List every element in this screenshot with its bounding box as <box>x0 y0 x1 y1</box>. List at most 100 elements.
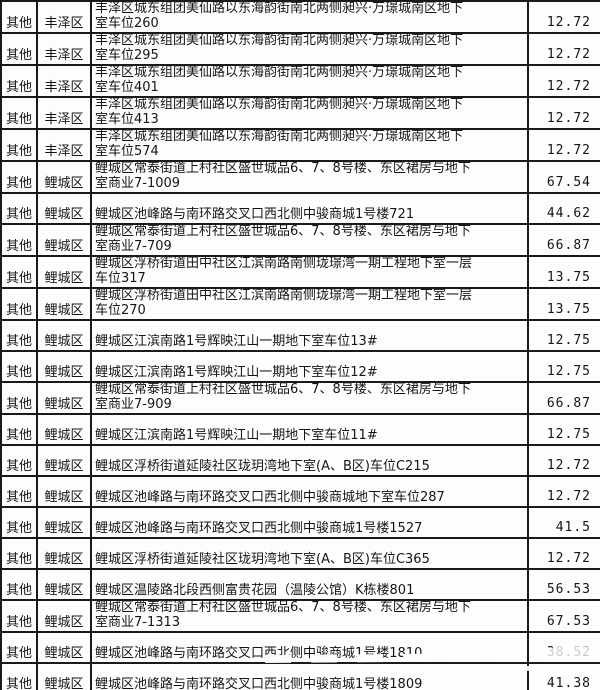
address-cell: 鲤城区常泰街道上村社区盛世城品6、7、8号楼、东区裙房与地下 室商业7-909 <box>90 381 529 415</box>
table-row: 其他 丰泽区 丰泽区城东组团美仙路以东海韵街南北两侧昶兴·万璟城南区地下 室车位… <box>0 96 600 130</box>
district-cell: 鲤城区 <box>36 568 92 601</box>
address-cell: 鲤城区池峰路与南环路交叉口西北侧中骏商城地下室车位287 <box>90 475 529 508</box>
category-cell: 其他 <box>0 350 38 383</box>
district-cell: 鲤城区 <box>36 381 92 415</box>
address-cell: 丰泽区城东组团美仙路以东海韵街南北两侧昶兴·万璟城南区地下 室车位574 <box>90 128 529 162</box>
value-cell: 12.72 <box>527 0 600 34</box>
district-cell: 鲤城区 <box>36 599 92 633</box>
address-cell: 鲤城区浮桥街道延陵社区珑玥湾地下室(A、B区)车位C365 <box>90 537 529 570</box>
address-cell: 鲤城区池峰路与南环路交叉口西北侧中骏商城1号楼1810 <box>90 631 529 664</box>
category-cell: 其他 <box>0 287 38 321</box>
district-cell: 鲤城区 <box>36 255 92 289</box>
category-cell: 其他 <box>0 537 38 570</box>
table-row: 其他 鲤城区 鲤城区江滨南路1号辉映江山一期地下室车位13# 12.75 <box>0 319 600 352</box>
table-row: 其他 鲤城区 鲤城区常泰街道上村社区盛世城品6、7、8号楼、东区裙房与地下 室商… <box>0 160 600 194</box>
value-cell: 41.38 <box>527 662 600 690</box>
address-cell: 丰泽区城东组团美仙路以东海韵街南北两侧昶兴·万璟城南区地下 室车位295 <box>90 32 529 66</box>
value-cell: 67.54 <box>527 160 600 194</box>
address-cell: 鲤城区江滨南路1号辉映江山一期地下室车位13# <box>90 319 529 352</box>
table-row: 其他 鲤城区 鲤城区池峰路与南环路交叉口西北侧中骏商城1号楼1809 41.38 <box>0 662 600 690</box>
table-row: 其他 鲤城区 鲤城区浮桥街道延陵社区珑玥湾地下室(A、B区)车位C215 12.… <box>0 444 600 477</box>
table-row: 其他 鲤城区 鲤城区池峰路与南环路交叉口西北侧中骏商城1号楼1810 38.52 <box>0 631 600 664</box>
district-cell: 鲤城区 <box>36 223 92 257</box>
value-cell: 67.53 <box>527 599 600 633</box>
value-cell: 12.72 <box>527 96 600 130</box>
value-cell: 12.72 <box>527 32 600 66</box>
district-cell: 丰泽区 <box>36 96 92 130</box>
district-cell: 鲤城区 <box>36 319 92 352</box>
table-row: 其他 鲤城区 鲤城区浮桥街道田中社区江滨南路南侧珑璟湾一期工程地下室一层 车位2… <box>0 287 600 321</box>
district-cell: 丰泽区 <box>36 32 92 66</box>
table-row: 其他 鲤城区 鲤城区池峰路与南环路交叉口西北侧中骏商城地下室车位287 12.7… <box>0 475 600 508</box>
table-row: 其他 鲤城区 鲤城区池峰路与南环路交叉口西北侧中骏商城1号楼1527 41.5 <box>0 506 600 539</box>
category-cell: 其他 <box>0 599 38 633</box>
category-cell: 其他 <box>0 506 38 539</box>
category-cell: 其他 <box>0 662 38 690</box>
value-cell: 13.75 <box>527 255 600 289</box>
table-row: 其他 鲤城区 鲤城区常泰街道上村社区盛世城品6、7、8号楼、东区裙房与地下 室商… <box>0 223 600 257</box>
table-row: 其他 鲤城区 鲤城区江滨南路1号辉映江山一期地下室车位11# 12.75 <box>0 413 600 446</box>
address-cell: 鲤城区江滨南路1号辉映江山一期地下室车位11# <box>90 413 529 446</box>
district-cell: 鲤城区 <box>36 160 92 194</box>
value-cell: 56.53 <box>527 568 600 601</box>
value-cell: 13.75 <box>527 287 600 321</box>
table-row: 其他 鲤城区 鲤城区江滨南路1号辉映江山一期地下室车位12# 12.75 <box>0 350 600 383</box>
value-cell: 38.52 <box>527 631 600 664</box>
district-cell: 鲤城区 <box>36 413 92 446</box>
table-row: 其他 鲤城区 鲤城区常泰街道上村社区盛世城品6、7、8号楼、东区裙房与地下 室商… <box>0 381 600 415</box>
table-row: 其他 鲤城区 鲤城区浮桥街道田中社区江滨南路南侧珑璟湾一期工程地下室一层 车位3… <box>0 255 600 289</box>
category-cell: 其他 <box>0 160 38 194</box>
district-cell: 鲤城区 <box>36 287 92 321</box>
category-cell: 其他 <box>0 631 38 664</box>
district-cell: 丰泽区 <box>36 64 92 98</box>
category-cell: 其他 <box>0 444 38 477</box>
address-cell: 鲤城区池峰路与南环路交叉口西北侧中骏商城1号楼1527 <box>90 506 529 539</box>
district-cell: 鲤城区 <box>36 631 92 664</box>
value-cell: 12.72 <box>527 128 600 162</box>
table-row: 其他 鲤城区 鲤城区常泰街道上村社区盛世城品6、7、8号楼、东区裙房与地下 室商… <box>0 599 600 633</box>
district-cell: 鲤城区 <box>36 192 92 225</box>
table-row: 其他 鲤城区 鲤城区温陵路北段西侧富贵花园（温陵公馆）K栋楼801 56.53 <box>0 568 600 601</box>
category-cell: 其他 <box>0 96 38 130</box>
district-cell: 鲤城区 <box>36 475 92 508</box>
address-cell: 丰泽区城东组团美仙路以东海韵街南北两侧昶兴·万璟城南区地下 室车位413 <box>90 96 529 130</box>
table-row: 其他 鲤城区 鲤城区浮桥街道延陵社区珑玥湾地下室(A、B区)车位C365 12.… <box>0 537 600 570</box>
table-row: 其他 丰泽区 丰泽区城东组团美仙路以东海韵街南北两侧昶兴·万璟城南区地下 室车位… <box>0 0 600 34</box>
address-cell: 鲤城区江滨南路1号辉映江山一期地下室车位12# <box>90 350 529 383</box>
value-cell: 12.75 <box>527 319 600 352</box>
district-cell: 鲤城区 <box>36 444 92 477</box>
table-row: 其他 丰泽区 丰泽区城东组团美仙路以东海韵街南北两侧昶兴·万璟城南区地下 室车位… <box>0 32 600 66</box>
address-cell: 鲤城区常泰街道上村社区盛世城品6、7、8号楼、东区裙房与地下 室商业7-1009 <box>90 160 529 194</box>
address-cell: 鲤城区浮桥街道延陵社区珑玥湾地下室(A、B区)车位C215 <box>90 444 529 477</box>
address-cell: 鲤城区温陵路北段西侧富贵花园（温陵公馆）K栋楼801 <box>90 568 529 601</box>
district-cell: 丰泽区 <box>36 128 92 162</box>
category-cell: 其他 <box>0 413 38 446</box>
category-cell: 其他 <box>0 0 38 34</box>
table-row: 其他 鲤城区 鲤城区池峰路与南环路交叉口西北侧中骏商城1号楼721 44.62 <box>0 192 600 225</box>
category-cell: 其他 <box>0 319 38 352</box>
category-cell: 其他 <box>0 223 38 257</box>
address-cell: 丰泽区城东组团美仙路以东海韵街南北两侧昶兴·万璟城南区地下 室车位401 <box>90 64 529 98</box>
address-cell: 鲤城区浮桥街道田中社区江滨南路南侧珑璟湾一期工程地下室一层 车位270 <box>90 287 529 321</box>
address-cell: 鲤城区浮桥街道田中社区江滨南路南侧珑璟湾一期工程地下室一层 车位317 <box>90 255 529 289</box>
address-cell: 鲤城区常泰街道上村社区盛世城品6、7、8号楼、东区裙房与地下 室商业7-1313 <box>90 599 529 633</box>
value-cell: 12.72 <box>527 444 600 477</box>
value-cell: 66.87 <box>527 381 600 415</box>
value-cell: 12.72 <box>527 475 600 508</box>
value-cell: 12.72 <box>527 537 600 570</box>
address-cell: 丰泽区城东组团美仙路以东海韵街南北两侧昶兴·万璟城南区地下 室车位260 <box>90 0 529 34</box>
category-cell: 其他 <box>0 568 38 601</box>
address-cell: 鲤城区池峰路与南环路交叉口西北侧中骏商城1号楼1809 <box>90 662 529 690</box>
category-cell: 其他 <box>0 32 38 66</box>
value-cell: 12.75 <box>527 350 600 383</box>
category-cell: 其他 <box>0 255 38 289</box>
district-cell: 鲤城区 <box>36 350 92 383</box>
district-cell: 丰泽区 <box>36 0 92 34</box>
value-cell: 12.72 <box>527 64 600 98</box>
value-cell: 66.87 <box>527 223 600 257</box>
address-cell: 鲤城区常泰街道上村社区盛世城品6、7、8号楼、东区裙房与地下 室商业7-709 <box>90 223 529 257</box>
table-row: 其他 丰泽区 丰泽区城东组团美仙路以东海韵街南北两侧昶兴·万璟城南区地下 室车位… <box>0 128 600 162</box>
district-cell: 鲤城区 <box>36 662 92 690</box>
